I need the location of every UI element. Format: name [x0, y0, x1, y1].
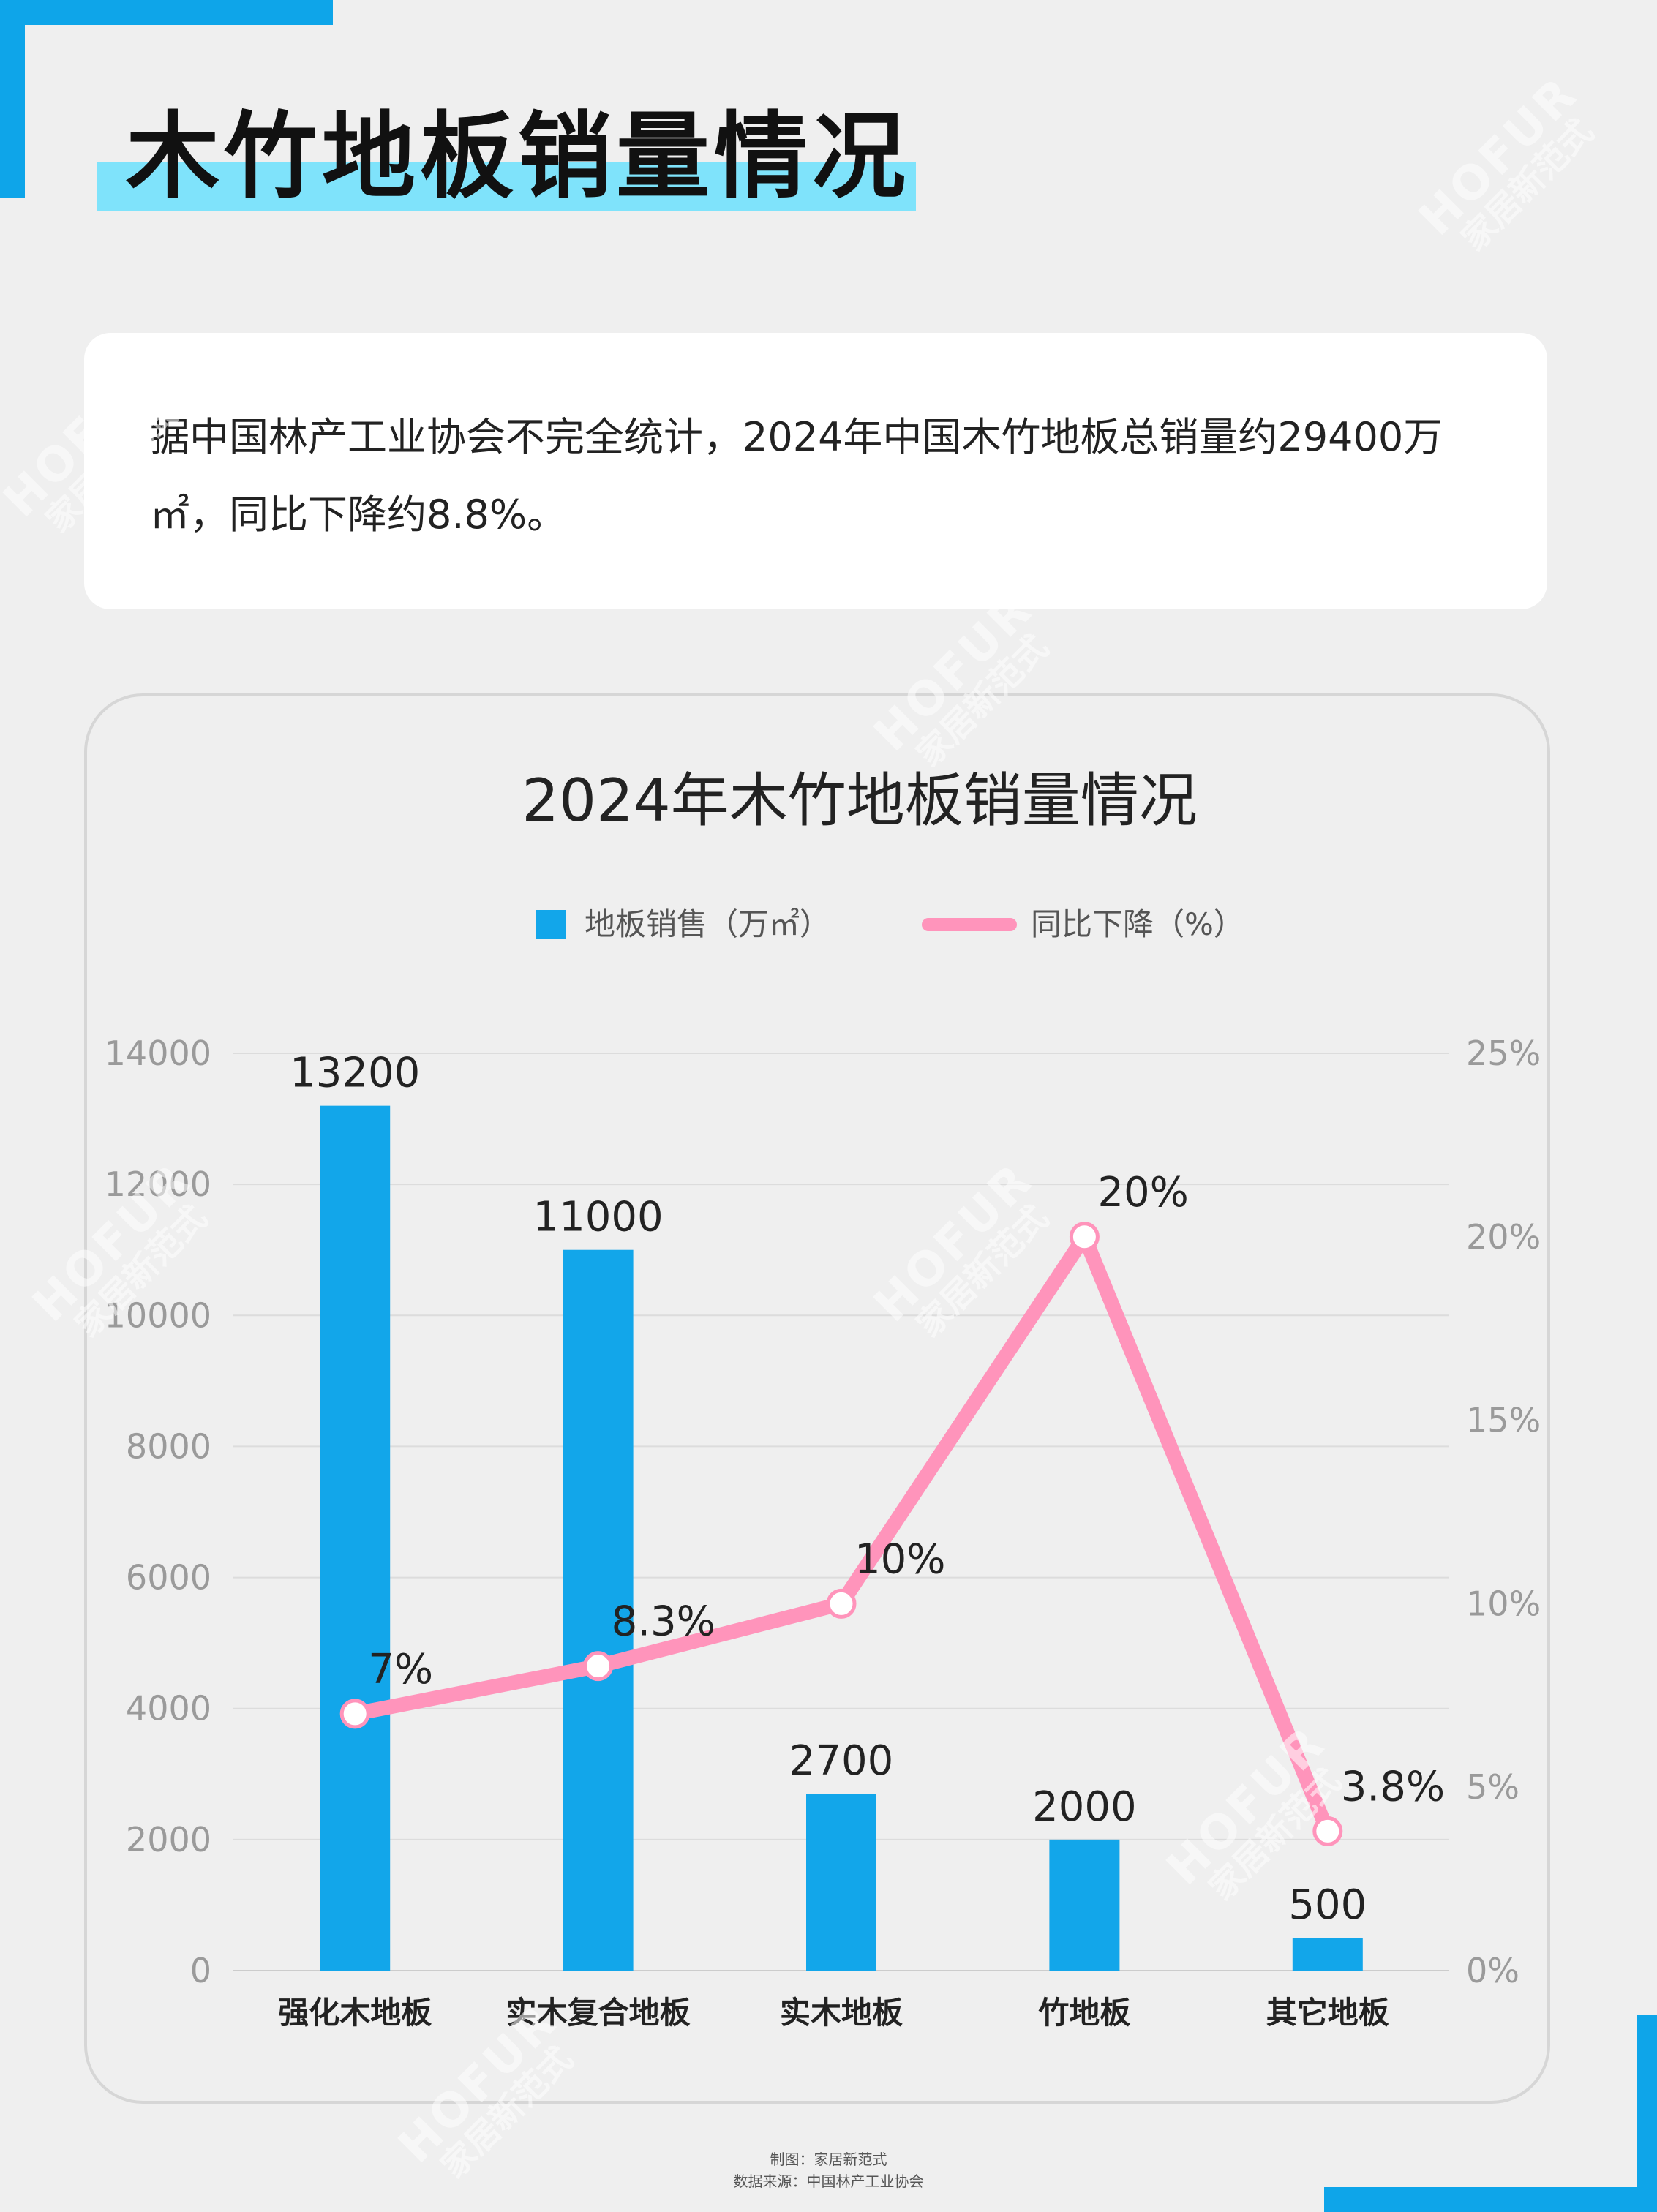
line-value-label: 10% — [854, 1535, 945, 1583]
x-tick-label: 其它地板 — [1266, 1995, 1389, 2031]
title-block: 木竹地板销量情况 — [97, 95, 916, 219]
y-left-tick-label: 12000 — [105, 1165, 211, 1204]
page-title: 木竹地板销量情况 — [126, 102, 911, 211]
line-point — [1312, 1816, 1343, 1846]
credit-chart-maker: 制图：家居新范式 — [770, 2151, 887, 2168]
line-point — [339, 1698, 370, 1729]
y-left-tick-label: 8000 — [126, 1426, 211, 1466]
title-highlight-bar — [97, 162, 916, 211]
bar-value-label: 11000 — [533, 1194, 664, 1241]
chart-card: 2024年木竹地板销量情况 地板销售（万㎡） 同比下降（%） 0 2000 4000… — [84, 693, 1550, 2104]
legend-line-label: 同比下降（%） — [1031, 906, 1244, 942]
line-value-label: 3.8% — [1341, 1763, 1445, 1810]
bar-value-label: 500 — [1288, 1881, 1367, 1929]
bar-value-label: 2700 — [789, 1737, 894, 1785]
y-right-tick-label: 0% — [1466, 1951, 1519, 1990]
legend-bar-label: 地板销售（万㎡） — [585, 906, 830, 942]
legend-bar-swatch — [536, 910, 566, 939]
frame-corner-top-left-horizontal — [0, 0, 333, 25]
x-tick-label: 强化木地板 — [278, 1995, 432, 2031]
y-right-tick-label: 15% — [1466, 1401, 1541, 1440]
y-right-tick-label: 10% — [1466, 1584, 1541, 1623]
y-left-tick-label: 14000 — [105, 1034, 211, 1073]
watermark-logo: HOFUR 家居新范式 — [1409, 67, 1601, 259]
summary-card: 据中国林产工业协会不完全统计，2024年中国木竹地板总销量约29400万㎡，同比… — [84, 333, 1547, 609]
y-left-tick-label: 4000 — [126, 1689, 211, 1728]
line-value-label: 8.3% — [612, 1598, 715, 1646]
bar — [806, 1794, 876, 1971]
x-tick-label: 实木地板 — [780, 1995, 903, 2031]
y-left-tick-label: 10000 — [105, 1295, 211, 1335]
bar-value-label: 13200 — [290, 1050, 420, 1097]
y-left-tick-label: 6000 — [126, 1558, 211, 1598]
frame-corner-bottom-right-horizontal — [1324, 2187, 1657, 2212]
frame-corner-bottom-right-vertical — [1637, 2014, 1657, 2212]
line-value-label: 20% — [1097, 1169, 1188, 1216]
x-tick-label: 实木复合地板 — [506, 1995, 691, 2031]
y-right-tick-label: 25% — [1466, 1034, 1541, 1073]
line-point — [1069, 1222, 1100, 1252]
bar — [1292, 1938, 1363, 1971]
bar — [320, 1105, 391, 1971]
y-left-tick-label: 2000 — [126, 1820, 211, 1859]
y-left-tick-label: 0 — [190, 1951, 211, 1990]
y-right-tick-label: 5% — [1466, 1767, 1519, 1807]
x-tick-label: 竹地板 — [1038, 1995, 1130, 2031]
credit-data-source: 数据来源：中国林产工业协会 — [733, 2172, 924, 2190]
frame-corner-top-left-vertical — [0, 0, 25, 198]
line-point — [826, 1588, 857, 1619]
line-point — [583, 1651, 614, 1682]
combo-chart: 2024年木竹地板销量情况 地板销售（万㎡） 同比下降（%） 0 2000 4000… — [105, 767, 1541, 2031]
chart-title: 2024年木竹地板销量情况 — [522, 767, 1198, 835]
bar — [563, 1249, 634, 1971]
summary-text: 据中国林产工业协会不完全统计，2024年中国木竹地板总销量约29400万㎡，同比… — [150, 414, 1443, 538]
y-right-tick-label: 20% — [1466, 1217, 1541, 1257]
line-value-label: 7% — [368, 1646, 433, 1693]
bar-value-label: 2000 — [1032, 1783, 1137, 1831]
bar — [1049, 1839, 1120, 1971]
